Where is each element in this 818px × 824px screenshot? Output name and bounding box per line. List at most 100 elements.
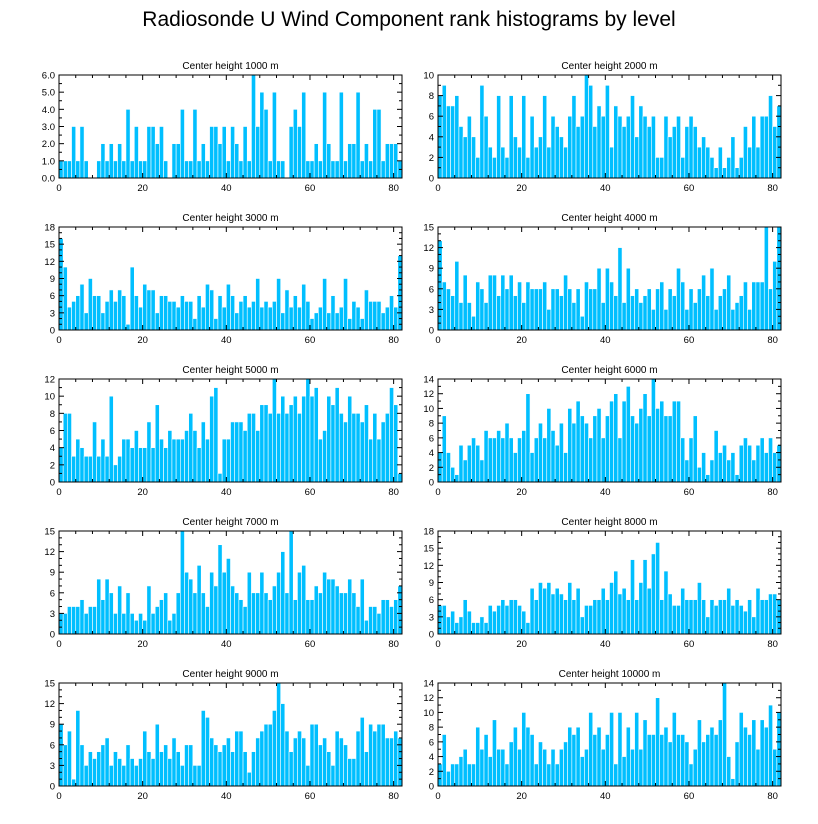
histogram-bar: [142, 619, 148, 635]
histogram-bar: [655, 697, 660, 787]
histogram-bar: [671, 295, 677, 331]
histogram-bar: [588, 288, 594, 331]
histogram-bar: [617, 593, 623, 635]
histogram-bar: [651, 734, 656, 787]
histogram-bar: [655, 408, 660, 483]
x-tick-label: 40: [221, 183, 232, 194]
histogram-bar: [397, 473, 403, 483]
histogram-bar: [117, 143, 123, 179]
histogram-bar: [496, 605, 502, 635]
histogram-bar: [129, 758, 135, 787]
x-tick-label: 0: [56, 487, 61, 498]
histogram-bar: [466, 610, 472, 635]
panel-title: Center height 6000 m: [561, 365, 657, 376]
histogram-bar: [301, 565, 307, 635]
histogram-bar: [309, 395, 315, 483]
histogram-bar: [483, 302, 489, 331]
histogram-bar: [743, 726, 748, 787]
histogram-bar: [334, 387, 340, 483]
histogram-bar: [359, 717, 365, 787]
histogram-bar: [609, 146, 614, 179]
histogram-bar: [671, 400, 677, 483]
histogram-bar: [364, 619, 369, 635]
histogram-bar: [288, 530, 294, 635]
histogram-bar: [441, 85, 447, 179]
histogram-bar: [175, 438, 181, 483]
histogram-bar: [579, 756, 585, 787]
histogram-bar: [351, 592, 357, 635]
histogram-bar: [734, 302, 740, 331]
histogram-bar: [184, 430, 189, 483]
x-tick-label: 60: [684, 487, 695, 498]
histogram-bar: [309, 318, 315, 331]
histogram-bar: [146, 751, 152, 787]
histogram-bar: [642, 559, 648, 635]
histogram-bar: [663, 415, 669, 483]
histogram-bar: [705, 474, 711, 483]
histogram-bar: [634, 136, 640, 179]
histogram-bar: [763, 599, 769, 635]
histogram-bar: [717, 146, 723, 179]
histogram-bar: [646, 415, 652, 483]
histogram-bar: [301, 91, 307, 179]
histogram-bar: [751, 281, 757, 331]
histogram-bar: [638, 408, 644, 483]
histogram-bar: [384, 306, 390, 331]
histogram-bar: [680, 281, 686, 331]
histogram-bar: [380, 599, 386, 635]
histogram-bar: [79, 599, 85, 635]
histogram-bar: [768, 437, 773, 483]
histogram-bar: [355, 730, 361, 787]
histogram-bar: [567, 582, 573, 635]
histogram-bar: [251, 301, 256, 331]
histogram-bar: [322, 430, 328, 483]
y-tick-label: 15: [423, 223, 434, 234]
y-tick-label: 3: [50, 761, 55, 772]
y-tick-label: 12: [423, 389, 434, 400]
histogram-bar: [579, 315, 585, 331]
histogram-bar: [458, 756, 464, 787]
histogram-bar: [462, 599, 468, 635]
histogram-bar: [133, 430, 139, 483]
histogram-bar: [188, 578, 194, 635]
histogram-bar: [58, 613, 64, 635]
histogram-bar: [259, 91, 265, 179]
histogram-bar: [121, 160, 127, 179]
histogram-bar: [276, 682, 281, 787]
histogram-bar: [288, 404, 294, 483]
histogram-bar: [738, 712, 744, 787]
histogram-bar: [743, 126, 748, 179]
histogram-bar: [705, 146, 711, 179]
histogram-bar: [676, 734, 681, 787]
y-tick-label: 8: [50, 409, 55, 420]
histogram-bar: [334, 585, 340, 635]
histogram-bar: [772, 261, 778, 331]
histogram-bar: [171, 737, 177, 787]
histogram-bar: [117, 585, 123, 635]
histogram-bar: [613, 295, 619, 331]
histogram-bar: [680, 157, 686, 179]
histogram-bar: [684, 126, 690, 179]
histogram-bar: [138, 447, 143, 483]
histogram-bar: [117, 455, 123, 483]
histogram-bar: [372, 301, 378, 331]
histogram-bar: [108, 765, 114, 787]
histogram-bar: [280, 312, 286, 331]
histogram-bar: [671, 126, 677, 179]
histogram-bar: [376, 438, 382, 483]
histogram-bar: [326, 751, 332, 787]
histogram-bar: [255, 592, 261, 635]
histogram-bar: [393, 306, 399, 331]
histogram-bar: [154, 404, 160, 483]
histogram-bar: [755, 444, 761, 483]
y-tick-label: 12: [44, 699, 55, 710]
histogram-bar: [512, 599, 518, 635]
x-tick-label: 80: [767, 639, 778, 650]
histogram-bar: [692, 748, 698, 787]
histogram-bar: [87, 606, 93, 635]
histogram-bar: [446, 770, 451, 787]
histogram-bar: [517, 605, 522, 635]
histogram-bar: [301, 737, 307, 787]
histogram-bar: [75, 160, 81, 179]
histogram-bar: [701, 741, 707, 787]
